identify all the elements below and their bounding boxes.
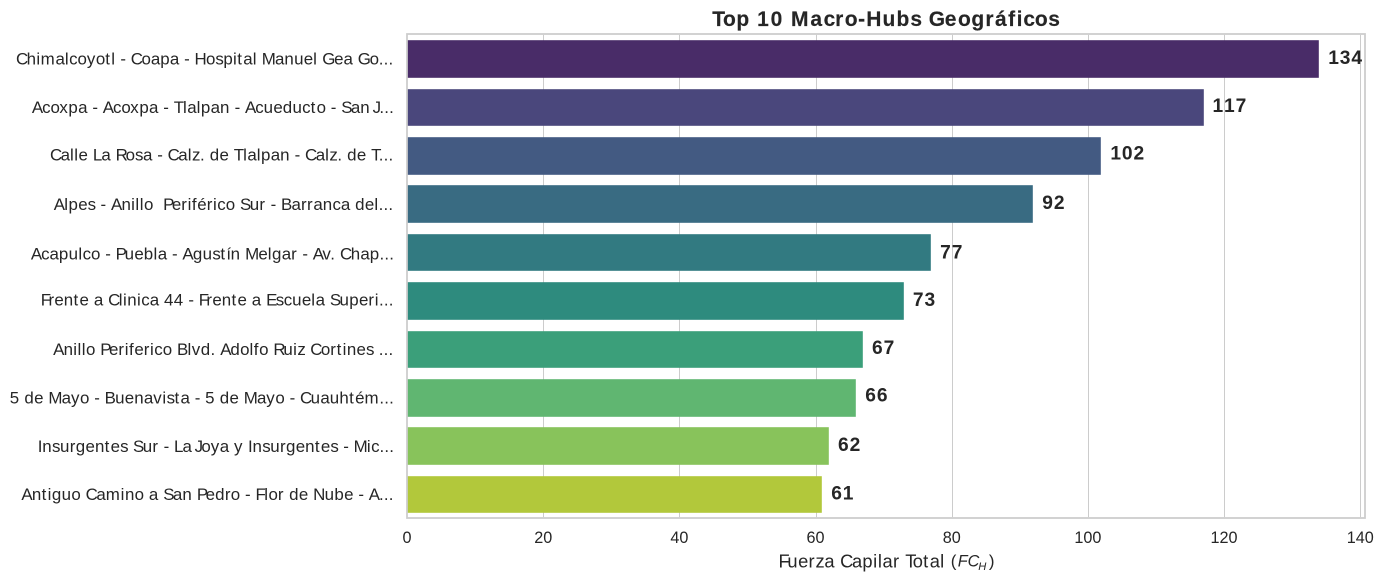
svg-text:Frente a Clinica 44 - Frente a: Frente a Clinica 44 - Frente a Escuela S… [41, 291, 394, 310]
svg-text:Fuerza Capilar Total: Fuerza Capilar Total [778, 551, 944, 572]
svg-text:Acapulco - Puebla - Agustín Me: Acapulco - Puebla - Agustín Melgar - Av.… [31, 244, 394, 263]
svg-text:Chimalcoyotl - Coapa - Hospita: Chimalcoyotl - Coapa - Hospital Manuel G… [16, 50, 393, 69]
svg-text:92: 92 [1042, 193, 1064, 214]
svg-text:61: 61 [831, 483, 854, 504]
svg-text:0: 0 [403, 529, 412, 547]
svg-text:66: 66 [865, 386, 887, 407]
svg-text:77: 77 [940, 242, 962, 263]
svg-text:62: 62 [838, 435, 860, 456]
svg-text:134: 134 [1328, 48, 1362, 69]
svg-text:80: 80 [943, 529, 961, 547]
svg-text:5 de Mayo - Buenavista - 5 de: 5 de Mayo - Buenavista - 5 de Mayo - Cua… [10, 389, 394, 408]
svg-text:): ) [989, 552, 995, 571]
svg-text:Top 10 Macro-Hubs Geográficos: Top 10 Macro-Hubs Geográficos [712, 8, 1060, 31]
svg-text:Antiguo Camino a San Pedro - F: Antiguo Camino a San Pedro - Flor de Nub… [21, 485, 393, 504]
svg-text:Calle La Rosa - Calz. de Tlalp: Calle La Rosa - Calz. de Tlalpan - Calz.… [50, 146, 393, 165]
svg-text:40: 40 [670, 529, 688, 547]
svg-text:Insurgentes Sur - La Joya y In: Insurgentes Sur - La Joya y Insurgentes … [38, 437, 394, 456]
svg-text:120: 120 [1211, 529, 1238, 547]
svg-text:67: 67 [872, 338, 894, 359]
svg-text:20: 20 [534, 529, 552, 547]
svg-text:100: 100 [1074, 529, 1101, 547]
svg-text:(: ( [951, 552, 957, 571]
svg-text:Acoxpa - Acoxpa - Tlalpan - Ac: Acoxpa - Acoxpa - Tlalpan - Acueducto - … [32, 98, 394, 117]
svg-text:102: 102 [1110, 144, 1144, 165]
svg-text:140: 140 [1347, 529, 1374, 547]
svg-text:H: H [978, 561, 987, 573]
svg-text:73: 73 [913, 290, 935, 311]
svg-text:Alpes - Anillo Periférico Sur: Alpes - Anillo Periférico Sur - Barranca… [54, 195, 393, 214]
svg-text:60: 60 [807, 529, 825, 547]
svg-text:Anillo Periferico Blvd. Adolfo: Anillo Periferico Blvd. Adolfo Ruiz Cort… [53, 340, 393, 359]
svg-text:FC: FC [958, 553, 980, 571]
svg-text:117: 117 [1212, 96, 1246, 117]
